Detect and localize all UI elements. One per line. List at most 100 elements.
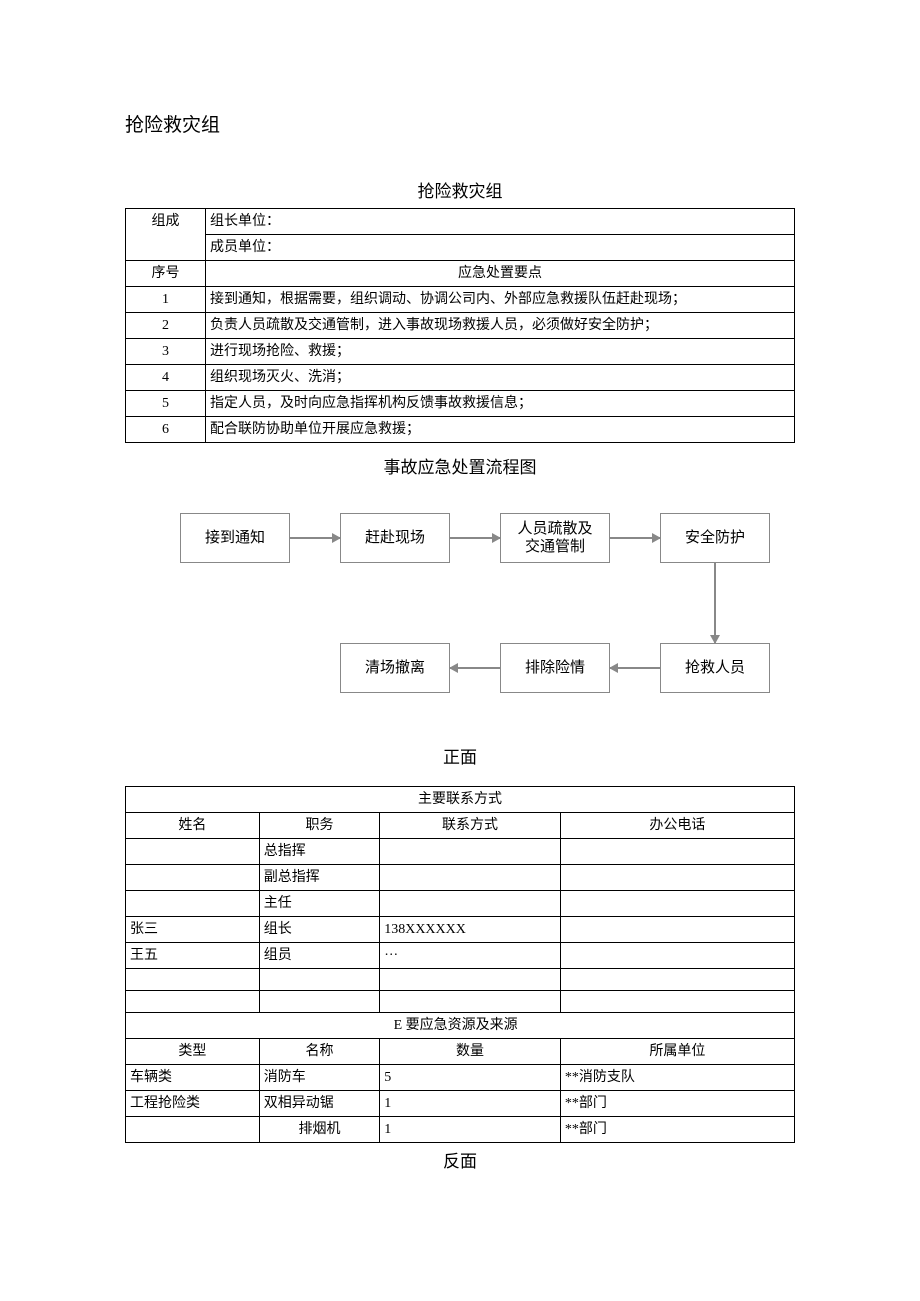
col-point-header: 应急处置要点 — [206, 261, 795, 287]
flow-node: 清场撤离 — [340, 643, 450, 693]
flow-arrow — [610, 537, 660, 539]
cell-name: 张三 — [126, 917, 260, 943]
cell-contact — [380, 891, 561, 917]
table-row — [126, 969, 795, 991]
col-duty: 职务 — [259, 813, 379, 839]
cell-duty — [259, 969, 379, 991]
table-row: 2负责人员疏散及交通管制，进入事故现场救援人员，必须做好安全防护； — [126, 313, 795, 339]
table-row: 4组织现场灭火、洗消； — [126, 365, 795, 391]
table-row: 5指定人员，及时向应急指挥机构反馈事故救援信息； — [126, 391, 795, 417]
flow-arrow — [714, 563, 716, 643]
contacts-table: 主要联系方式 姓名 职务 联系方式 办公电话 总指挥副总指挥主任张三组长138X… — [125, 786, 795, 1143]
col-office: 办公电话 — [560, 813, 794, 839]
col-name: 姓名 — [126, 813, 260, 839]
flow-arrow — [290, 537, 340, 539]
contacts-title: 主要联系方式 — [126, 787, 795, 813]
cell-contact — [380, 969, 561, 991]
cell-office — [560, 891, 794, 917]
table-row: 主任 — [126, 891, 795, 917]
cell-type — [126, 1117, 260, 1143]
flow-node: 人员疏散及交通管制 — [500, 513, 610, 563]
flow-arrow — [450, 667, 500, 669]
cell-qty: 1 — [380, 1091, 561, 1117]
cell-unit: **部门 — [560, 1117, 794, 1143]
table-row: 工程抢险类双相异动锯1**部门 — [126, 1091, 795, 1117]
cell-office — [560, 943, 794, 969]
cell-duty: 主任 — [259, 891, 379, 917]
flow-node: 抢救人员 — [660, 643, 770, 693]
cell-office — [560, 969, 794, 991]
back-label: 反面 — [125, 1147, 795, 1172]
cell-duty: 组员 — [259, 943, 379, 969]
cell-unit: **消防支队 — [560, 1065, 794, 1091]
cell-type: 工程抢险类 — [126, 1091, 260, 1117]
composition-label: 组成 — [126, 209, 206, 261]
table-row: 6配合联防协助单位开展应急救援； — [126, 417, 795, 443]
cell-duty: 总指挥 — [259, 839, 379, 865]
seq-cell: 2 — [126, 313, 206, 339]
member-unit-cell: 成员单位： — [206, 235, 795, 261]
table-row — [126, 991, 795, 1013]
seq-cell: 3 — [126, 339, 206, 365]
point-cell: 接到通知，根据需要，组织调动、协调公司内、外部应急救援队伍赶赴现场； — [206, 287, 795, 313]
cell-contact — [380, 839, 561, 865]
cell-contact — [380, 865, 561, 891]
rcol-qty: 数量 — [380, 1039, 561, 1065]
cell-qty: 1 — [380, 1117, 561, 1143]
cell-name: 排烟机 — [259, 1117, 379, 1143]
rcol-unit: 所属单位 — [560, 1039, 794, 1065]
composition-table: 组成 组长单位： 成员单位： 序号 应急处置要点 1接到通知，根据需要，组织调动… — [125, 208, 795, 443]
col-seq-header: 序号 — [126, 261, 206, 287]
flowchart-title: 事故应急处置流程图 — [125, 453, 795, 478]
cell-name: 王五 — [126, 943, 260, 969]
table-row: 王五组员··· — [126, 943, 795, 969]
cell-name: 消防车 — [259, 1065, 379, 1091]
point-cell: 配合联防协助单位开展应急救援； — [206, 417, 795, 443]
seq-cell: 6 — [126, 417, 206, 443]
seq-cell: 5 — [126, 391, 206, 417]
cell-office — [560, 917, 794, 943]
table-row: 张三组长138XXXXXX — [126, 917, 795, 943]
flow-arrow — [450, 537, 500, 539]
flow-node: 安全防护 — [660, 513, 770, 563]
page-heading: 抢险救灾组 — [125, 110, 795, 137]
cell-office — [560, 839, 794, 865]
table1-title: 抢险救灾组 — [125, 177, 795, 202]
cell-duty: 副总指挥 — [259, 865, 379, 891]
rcol-name: 名称 — [259, 1039, 379, 1065]
cell-duty — [259, 991, 379, 1013]
cell-contact — [380, 991, 561, 1013]
table-row: 车辆类消防车5**消防支队 — [126, 1065, 795, 1091]
col-contact: 联系方式 — [380, 813, 561, 839]
point-cell: 指定人员，及时向应急指挥机构反馈事故救援信息； — [206, 391, 795, 417]
flow-arrow — [610, 667, 660, 669]
seq-cell: 1 — [126, 287, 206, 313]
cell-name: 双相异动锯 — [259, 1091, 379, 1117]
table-row: 副总指挥 — [126, 865, 795, 891]
flow-node: 接到通知 — [180, 513, 290, 563]
table-row: 总指挥 — [126, 839, 795, 865]
table-row: 排烟机1**部门 — [126, 1117, 795, 1143]
resources-title: E 要应急资源及来源 — [126, 1013, 795, 1039]
cell-office — [560, 991, 794, 1013]
cell-qty: 5 — [380, 1065, 561, 1091]
flow-node: 排除险情 — [500, 643, 610, 693]
cell-type: 车辆类 — [126, 1065, 260, 1091]
cell-duty: 组长 — [259, 917, 379, 943]
table-row: 1接到通知，根据需要，组织调动、协调公司内、外部应急救援队伍赶赴现场； — [126, 287, 795, 313]
flowchart: 接到通知赶赴现场人员疏散及交通管制安全防护抢救人员排除险情清场撤离 — [150, 503, 770, 723]
seq-cell: 4 — [126, 365, 206, 391]
cell-unit: **部门 — [560, 1091, 794, 1117]
cell-name — [126, 991, 260, 1013]
cell-name — [126, 969, 260, 991]
cell-contact: ··· — [380, 943, 561, 969]
front-label: 正面 — [125, 743, 795, 768]
cell-contact: 138XXXXXX — [380, 917, 561, 943]
rcol-type: 类型 — [126, 1039, 260, 1065]
cell-name — [126, 865, 260, 891]
leader-unit-cell: 组长单位： — [206, 209, 795, 235]
point-cell: 组织现场灭火、洗消； — [206, 365, 795, 391]
flow-node: 赶赴现场 — [340, 513, 450, 563]
point-cell: 负责人员疏散及交通管制，进入事故现场救援人员，必须做好安全防护； — [206, 313, 795, 339]
table-row: 3进行现场抢险、救援； — [126, 339, 795, 365]
